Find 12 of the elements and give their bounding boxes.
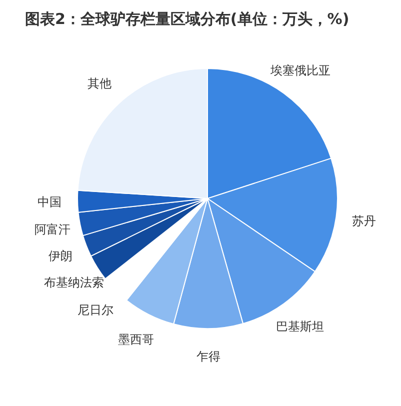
slice-label: 中国: [38, 194, 62, 209]
chart-title: 图表2：全球驴存栏量区域分布(单位：万头，%): [25, 10, 350, 28]
slice-label: 埃塞俄比亚: [269, 64, 330, 78]
slice-label: 其他: [87, 76, 112, 90]
slice-label: 阿富汗: [34, 222, 71, 237]
slice-label: 布基纳法索: [44, 276, 104, 290]
slice-label: 墨西哥: [118, 332, 154, 347]
slice-label: 巴基斯坦: [276, 320, 324, 334]
slice-label: 苏丹: [352, 214, 376, 228]
slice-label: 尼日尔: [77, 302, 114, 317]
slice-label: 乍得: [196, 349, 220, 364]
slice-label: 伊朗: [48, 249, 72, 264]
